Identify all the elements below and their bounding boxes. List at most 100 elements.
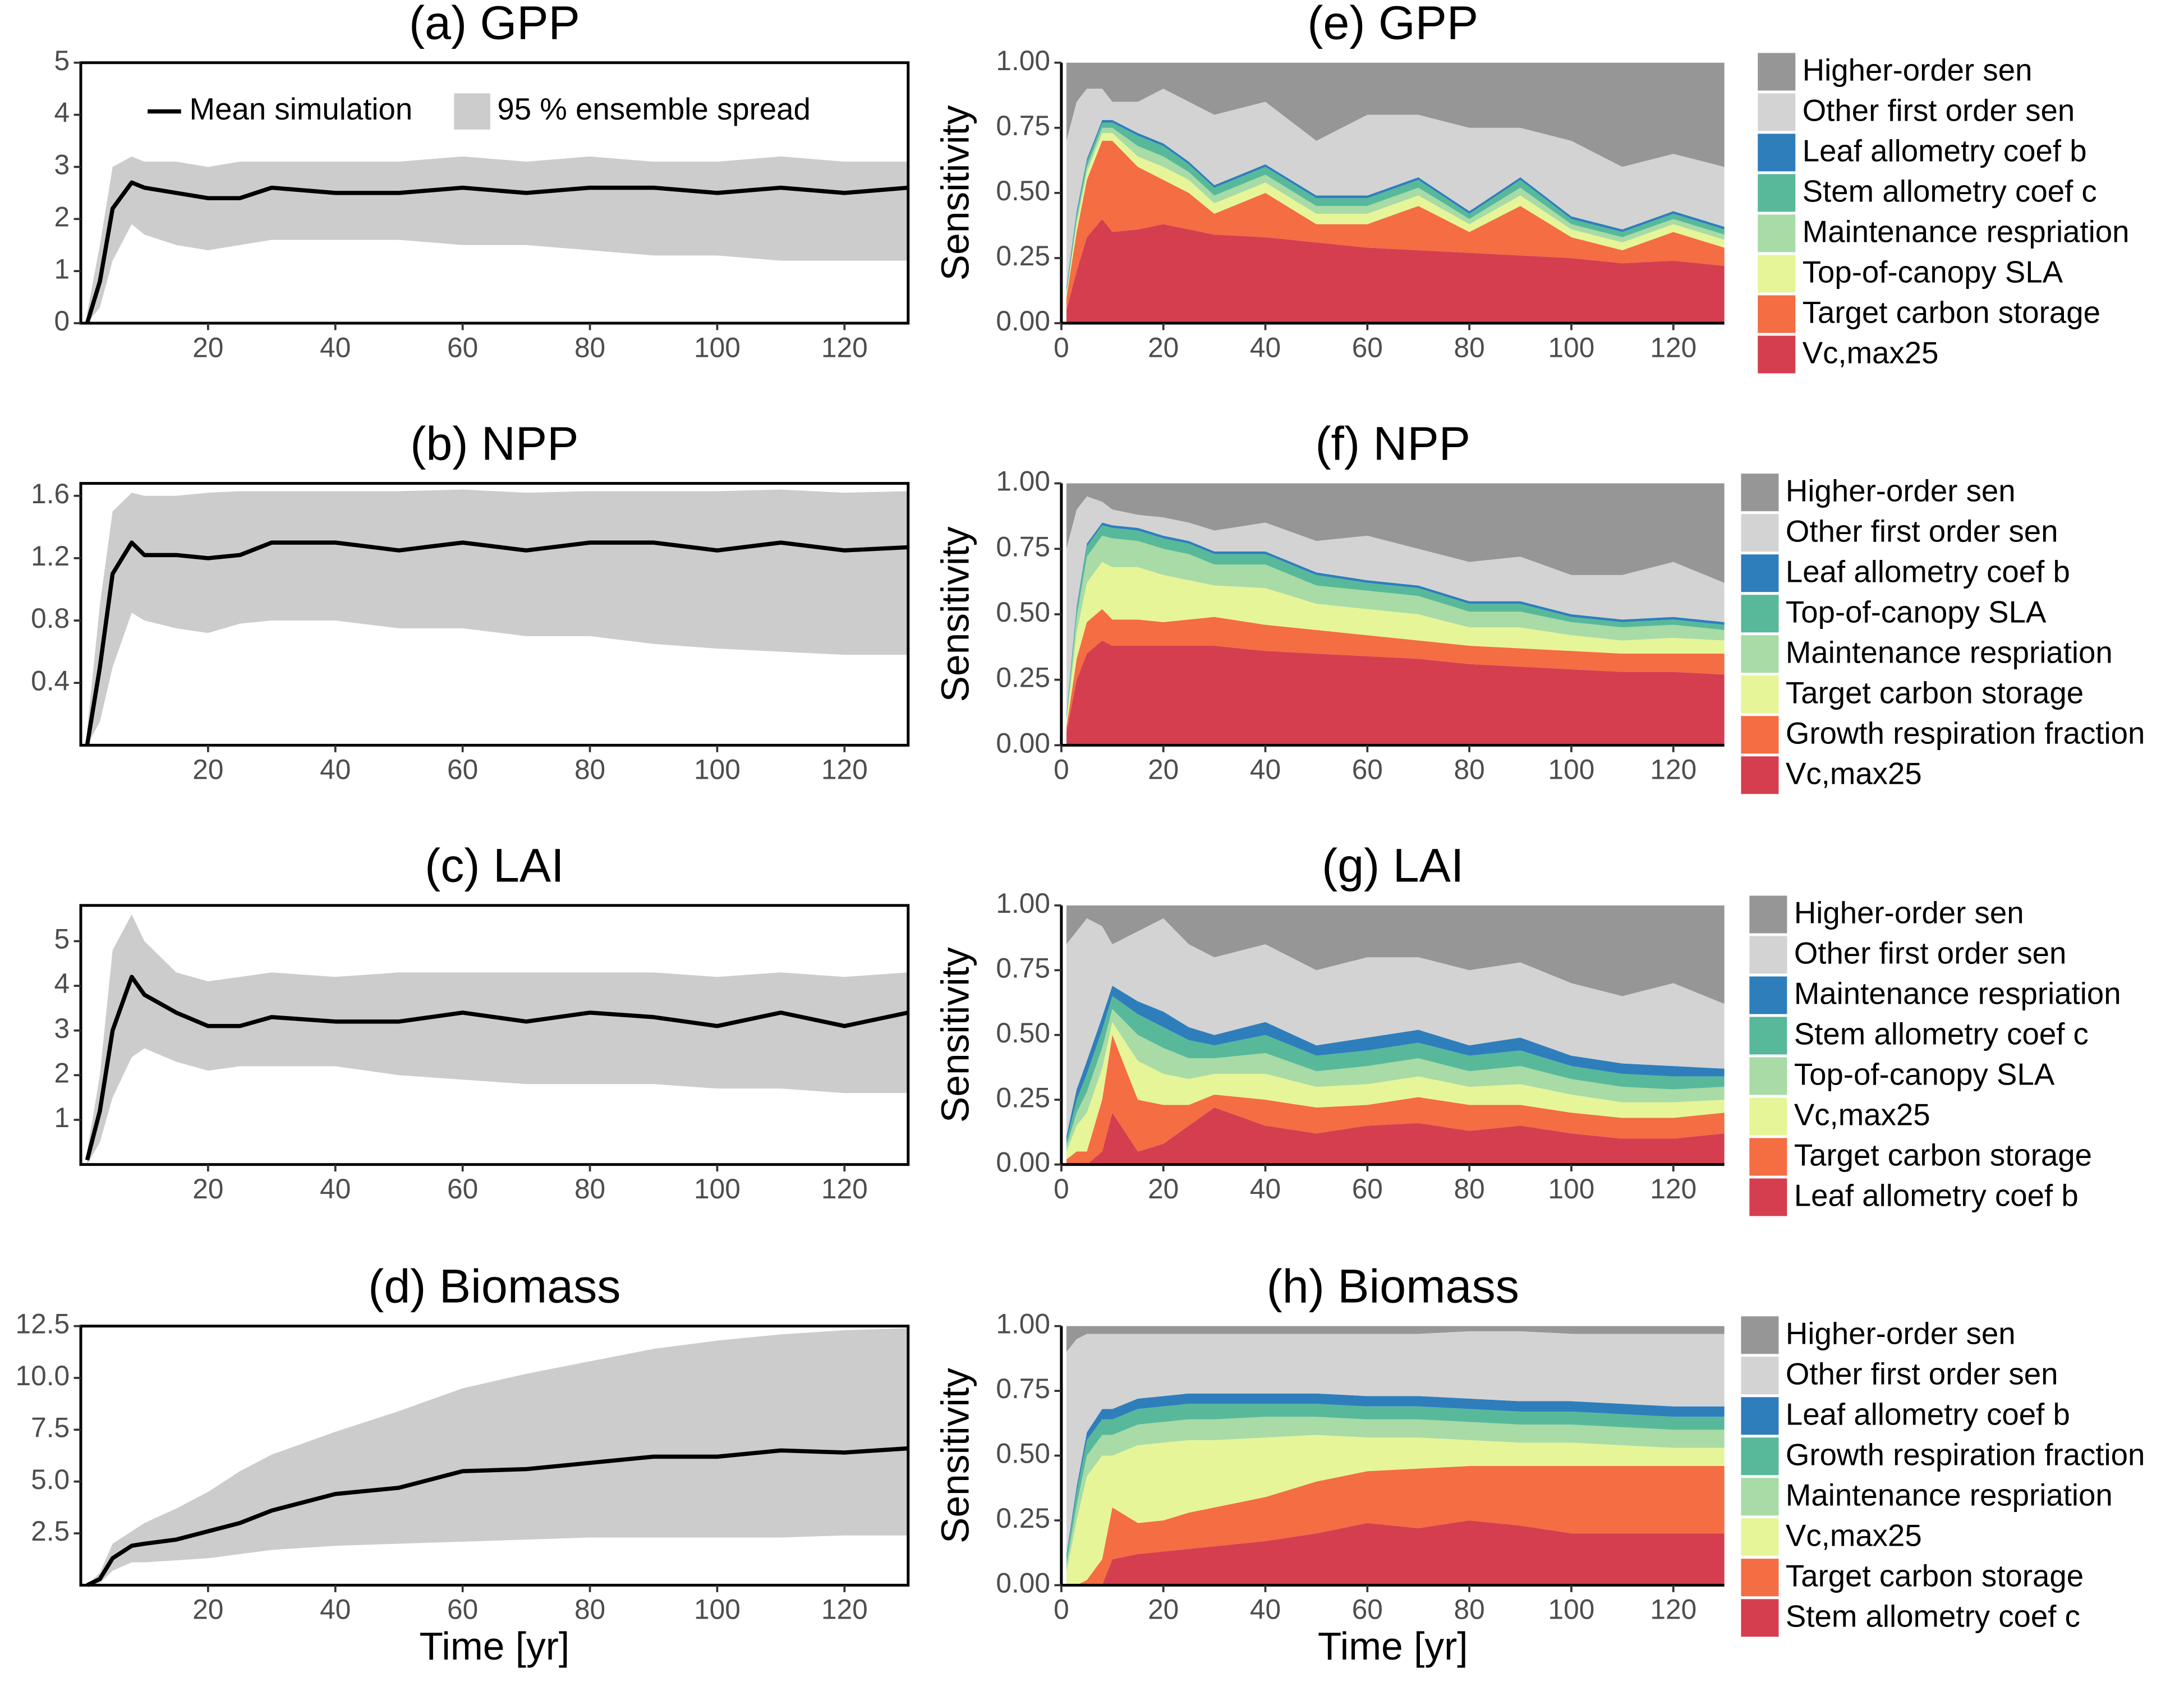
legend-label: Vc,max25 <box>1803 336 1939 370</box>
stacked-area <box>1066 1331 1725 1555</box>
stacked-area <box>1066 1417 1725 1573</box>
panel: (b) NPP 0.4 0.8 1.2 1.6 20 40 60 80 100 120 <box>31 417 910 785</box>
x-tick-label: 100 <box>1548 1173 1595 1205</box>
legend-label: Maintenance respriation <box>1786 635 2113 669</box>
legend-key <box>1741 1559 1779 1597</box>
x-tick-label: 120 <box>821 1594 868 1625</box>
y-axis-label: Sensitivity <box>934 947 977 1123</box>
y-tick-label: 3 <box>54 149 70 181</box>
y-tick-label: 0.50 <box>996 1017 1050 1049</box>
legend-key <box>1749 1017 1787 1055</box>
y-tick-label: 0.00 <box>996 1568 1050 1599</box>
x-tick-label: 100 <box>694 754 741 785</box>
legend-key <box>1758 134 1796 172</box>
stacked-area <box>1066 1326 1725 1352</box>
x-tick-label: 60 <box>447 1173 478 1205</box>
legend-label: Target carbon storage <box>1786 675 2084 710</box>
y-tick-label: 12.5 <box>16 1308 70 1340</box>
y-tick-label: 1.00 <box>996 888 1050 919</box>
legend-key <box>454 93 490 130</box>
legend-key <box>1749 1178 1787 1216</box>
legend-label: Top-of-canopy SLA <box>1794 1058 2055 1092</box>
legend-label: Leaf allometry coef b <box>1786 1397 2070 1431</box>
y-tick-label: 1 <box>54 253 70 284</box>
x-tick-label: 60 <box>1352 1594 1383 1625</box>
x-tick-label: 40 <box>1250 754 1281 785</box>
legend-label: Target carbon storage <box>1794 1138 2092 1173</box>
y-axis-label: Sensitivity <box>934 1368 977 1543</box>
panel-title: (h) Biomass <box>1267 1260 1519 1312</box>
stacked-area <box>1066 1435 1725 1586</box>
legend-key <box>1741 1478 1779 1516</box>
legend-key <box>1758 93 1796 131</box>
legend-label: Top-of-canopy SLA <box>1786 595 2047 629</box>
x-tick-label: 100 <box>694 1594 741 1625</box>
x-tick-label: 0 <box>1054 754 1069 785</box>
x-tick-label: 80 <box>574 1173 605 1205</box>
legend-key <box>1741 1518 1779 1556</box>
x-tick-label: 80 <box>574 754 605 785</box>
stacked-area <box>1066 985 1725 1142</box>
plot-frame <box>79 61 910 325</box>
y-tick-label: 0.00 <box>996 1147 1050 1178</box>
legend-label: Other first order sen <box>1794 936 2067 971</box>
legend-label: Stem allometry coef c <box>1794 1017 2089 1051</box>
panel: (g) LAI Higher-order sen Other first order… <box>934 839 2121 1216</box>
legend-key <box>1741 595 1779 633</box>
x-tick-label: 80 <box>1454 1594 1485 1625</box>
y-tick-label: 0.50 <box>996 1438 1050 1469</box>
legend-label: Target carbon storage <box>1803 296 2100 330</box>
panel: (d) Biomass 2.5 5.0 7.5 10.0 12.5 20 40 60 80 100 1… <box>16 1260 910 1668</box>
y-tick-label: 0.25 <box>996 662 1050 693</box>
stacked-area <box>1066 62 1725 167</box>
y-tick-label: 1.00 <box>996 466 1050 497</box>
y-tick-label: 4 <box>54 97 70 128</box>
x-tick-label: 80 <box>1454 754 1485 785</box>
x-tick-label: 40 <box>320 754 351 785</box>
y-tick-label: 1.6 <box>31 478 70 509</box>
stacked-area <box>1066 483 1725 583</box>
stacked-area <box>1066 562 1725 727</box>
x-tick-label: 120 <box>1650 754 1696 785</box>
x-tick-label: 80 <box>1454 332 1485 363</box>
x-tick-label: 40 <box>320 1173 351 1205</box>
legend-key <box>1749 976 1787 1014</box>
legend-label: Higher-order sen <box>1786 1316 2016 1350</box>
legend-label: Vc,max25 <box>1786 756 1922 791</box>
y-tick-label: 0.75 <box>996 1373 1050 1404</box>
ensemble-band <box>87 914 908 1165</box>
legend-key <box>1749 895 1787 934</box>
y-tick-label: 0.25 <box>996 1502 1050 1534</box>
y-tick-label: 1.00 <box>996 1308 1050 1340</box>
x-tick-label: 100 <box>694 332 741 363</box>
stacked-area <box>1066 1465 1725 1586</box>
plot-frame <box>79 1325 910 1587</box>
stacked-area <box>1066 1393 1725 1557</box>
y-tick-label: 0.4 <box>31 665 70 696</box>
legend-key <box>1758 214 1796 252</box>
mean-line <box>86 1446 909 1587</box>
x-tick-label: 120 <box>1650 1594 1696 1625</box>
legend-label: Leaf allometry coef b <box>1794 1179 2079 1213</box>
legend-key <box>1749 1097 1787 1136</box>
stacked-area <box>1066 525 1725 719</box>
y-tick-label: 0.8 <box>31 603 70 634</box>
mean-line <box>85 975 909 1161</box>
y-axis-label: Sensitivity <box>934 526 977 702</box>
y-tick-label: 0.50 <box>996 175 1050 206</box>
legend-label: Maintenance respriation <box>1786 1478 2113 1512</box>
legend-key <box>1758 336 1796 374</box>
x-tick-label: 120 <box>821 1173 868 1205</box>
plot-frame <box>79 904 910 1166</box>
legend-key <box>1758 255 1796 293</box>
y-tick-label: 1 <box>54 1102 70 1133</box>
x-tick-label: 20 <box>1148 332 1179 363</box>
legend-key <box>1758 174 1796 212</box>
stacked-area <box>1066 905 1725 1004</box>
legend-label: Higher-order sen <box>1786 474 2016 508</box>
x-axis-label: Time [yr] <box>1318 1624 1468 1668</box>
x-tick-label: 20 <box>1148 1594 1179 1625</box>
panel: (c) LAI 1 2 3 4 5 20 40 60 80 100 120 <box>54 839 910 1205</box>
stacked-area <box>1066 535 1725 722</box>
legend-label: Vc,max25 <box>1786 1518 1922 1552</box>
